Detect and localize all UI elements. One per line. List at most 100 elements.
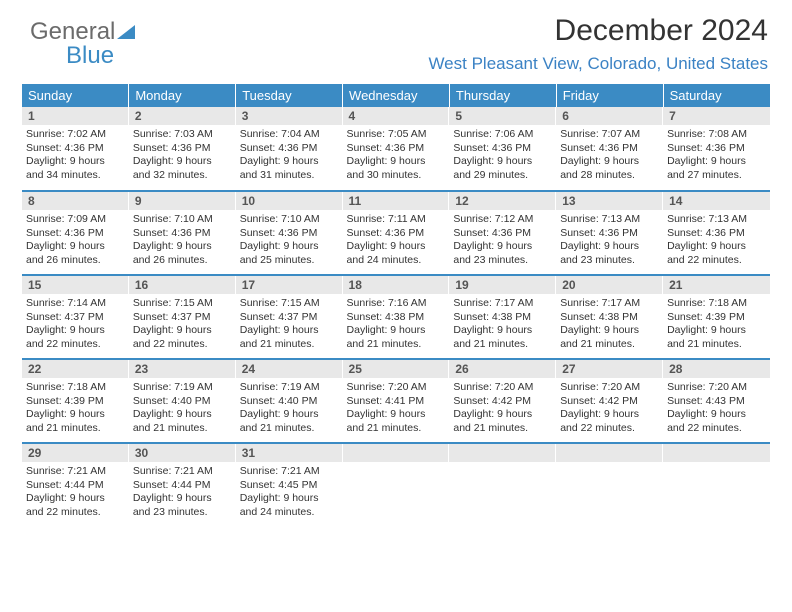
calendar-day-cell: 28Sunrise: 7:20 AMSunset: 4:43 PMDayligh…	[663, 359, 770, 443]
sunset-line: Sunset: 4:40 PM	[240, 395, 339, 409]
day-body: Sunrise: 7:15 AMSunset: 4:37 PMDaylight:…	[236, 294, 343, 358]
day-number	[343, 444, 450, 462]
sunset-line: Sunset: 4:36 PM	[133, 142, 232, 156]
sunset-line: Sunset: 4:36 PM	[453, 142, 552, 156]
weekday-header: Friday	[556, 84, 663, 107]
calendar-day-cell: 3Sunrise: 7:04 AMSunset: 4:36 PMDaylight…	[236, 107, 343, 191]
day-body: Sunrise: 7:20 AMSunset: 4:42 PMDaylight:…	[449, 378, 556, 442]
day-number: 22	[22, 360, 129, 378]
weekday-header-row: Sunday Monday Tuesday Wednesday Thursday…	[22, 84, 770, 107]
day-body	[449, 462, 556, 512]
sunrise-line: Sunrise: 7:18 AM	[667, 297, 766, 311]
calendar-day-cell: 23Sunrise: 7:19 AMSunset: 4:40 PMDayligh…	[129, 359, 236, 443]
day-body: Sunrise: 7:20 AMSunset: 4:43 PMDaylight:…	[663, 378, 770, 442]
day-number: 21	[663, 276, 770, 294]
calendar-day-cell: 11Sunrise: 7:11 AMSunset: 4:36 PMDayligh…	[343, 191, 450, 275]
day-number: 23	[129, 360, 236, 378]
logo-triangle-icon	[117, 20, 135, 44]
sunset-line: Sunset: 4:36 PM	[667, 227, 766, 241]
calendar-day-cell: 4Sunrise: 7:05 AMSunset: 4:36 PMDaylight…	[343, 107, 450, 191]
sunrise-line: Sunrise: 7:12 AM	[453, 213, 552, 227]
day-number: 24	[236, 360, 343, 378]
calendar-week-row: 1Sunrise: 7:02 AMSunset: 4:36 PMDaylight…	[22, 107, 770, 191]
daylight-line: Daylight: 9 hours and 30 minutes.	[347, 155, 446, 182]
day-body: Sunrise: 7:15 AMSunset: 4:37 PMDaylight:…	[129, 294, 236, 358]
day-body: Sunrise: 7:04 AMSunset: 4:36 PMDaylight:…	[236, 125, 343, 189]
daylight-line: Daylight: 9 hours and 25 minutes.	[240, 240, 339, 267]
sunrise-line: Sunrise: 7:15 AM	[133, 297, 232, 311]
daylight-line: Daylight: 9 hours and 21 minutes.	[347, 324, 446, 351]
daylight-line: Daylight: 9 hours and 21 minutes.	[560, 324, 659, 351]
daylight-line: Daylight: 9 hours and 21 minutes.	[133, 408, 232, 435]
sunset-line: Sunset: 4:36 PM	[347, 142, 446, 156]
day-number: 11	[343, 192, 450, 210]
daylight-line: Daylight: 9 hours and 21 minutes.	[453, 408, 552, 435]
day-body: Sunrise: 7:08 AMSunset: 4:36 PMDaylight:…	[663, 125, 770, 189]
daylight-line: Daylight: 9 hours and 26 minutes.	[133, 240, 232, 267]
day-number: 26	[449, 360, 556, 378]
logo-text-gray: General	[30, 18, 115, 45]
calendar-day-cell: 5Sunrise: 7:06 AMSunset: 4:36 PMDaylight…	[449, 107, 556, 191]
sunset-line: Sunset: 4:36 PM	[240, 142, 339, 156]
calendar-day-cell: 31Sunrise: 7:21 AMSunset: 4:45 PMDayligh…	[236, 443, 343, 527]
weekday-header: Wednesday	[343, 84, 450, 107]
sunrise-line: Sunrise: 7:20 AM	[560, 381, 659, 395]
day-body: Sunrise: 7:07 AMSunset: 4:36 PMDaylight:…	[556, 125, 663, 189]
day-body: Sunrise: 7:20 AMSunset: 4:41 PMDaylight:…	[343, 378, 450, 442]
daylight-line: Daylight: 9 hours and 28 minutes.	[560, 155, 659, 182]
sunrise-line: Sunrise: 7:20 AM	[347, 381, 446, 395]
calendar-day-cell	[343, 443, 450, 527]
sunset-line: Sunset: 4:36 PM	[560, 142, 659, 156]
sunrise-line: Sunrise: 7:11 AM	[347, 213, 446, 227]
sunset-line: Sunset: 4:36 PM	[347, 227, 446, 241]
sunset-line: Sunset: 4:36 PM	[667, 142, 766, 156]
sunrise-line: Sunrise: 7:02 AM	[26, 128, 125, 142]
day-body: Sunrise: 7:18 AMSunset: 4:39 PMDaylight:…	[22, 378, 129, 442]
sunset-line: Sunset: 4:39 PM	[26, 395, 125, 409]
sunset-line: Sunset: 4:37 PM	[240, 311, 339, 325]
day-body: Sunrise: 7:21 AMSunset: 4:44 PMDaylight:…	[129, 462, 236, 526]
calendar-day-cell: 17Sunrise: 7:15 AMSunset: 4:37 PMDayligh…	[236, 275, 343, 359]
sunset-line: Sunset: 4:37 PM	[26, 311, 125, 325]
day-number: 20	[556, 276, 663, 294]
daylight-line: Daylight: 9 hours and 34 minutes.	[26, 155, 125, 182]
day-number: 2	[129, 107, 236, 125]
calendar-day-cell: 2Sunrise: 7:03 AMSunset: 4:36 PMDaylight…	[129, 107, 236, 191]
sunset-line: Sunset: 4:44 PM	[133, 479, 232, 493]
day-body: Sunrise: 7:17 AMSunset: 4:38 PMDaylight:…	[556, 294, 663, 358]
day-body: Sunrise: 7:19 AMSunset: 4:40 PMDaylight:…	[236, 378, 343, 442]
day-number: 5	[449, 107, 556, 125]
day-number: 19	[449, 276, 556, 294]
calendar-week-row: 29Sunrise: 7:21 AMSunset: 4:44 PMDayligh…	[22, 443, 770, 527]
day-body: Sunrise: 7:02 AMSunset: 4:36 PMDaylight:…	[22, 125, 129, 189]
day-number	[663, 444, 770, 462]
daylight-line: Daylight: 9 hours and 22 minutes.	[133, 324, 232, 351]
daylight-line: Daylight: 9 hours and 21 minutes.	[667, 324, 766, 351]
daylight-line: Daylight: 9 hours and 22 minutes.	[667, 408, 766, 435]
calendar-day-cell: 22Sunrise: 7:18 AMSunset: 4:39 PMDayligh…	[22, 359, 129, 443]
day-number: 27	[556, 360, 663, 378]
daylight-line: Daylight: 9 hours and 21 minutes.	[347, 408, 446, 435]
day-number: 1	[22, 107, 129, 125]
calendar-day-cell: 19Sunrise: 7:17 AMSunset: 4:38 PMDayligh…	[449, 275, 556, 359]
day-body: Sunrise: 7:19 AMSunset: 4:40 PMDaylight:…	[129, 378, 236, 442]
day-body: Sunrise: 7:21 AMSunset: 4:44 PMDaylight:…	[22, 462, 129, 526]
calendar-day-cell: 24Sunrise: 7:19 AMSunset: 4:40 PMDayligh…	[236, 359, 343, 443]
sunrise-line: Sunrise: 7:21 AM	[26, 465, 125, 479]
sunrise-line: Sunrise: 7:16 AM	[347, 297, 446, 311]
sunset-line: Sunset: 4:45 PM	[240, 479, 339, 493]
sunrise-line: Sunrise: 7:13 AM	[667, 213, 766, 227]
day-body: Sunrise: 7:10 AMSunset: 4:36 PMDaylight:…	[129, 210, 236, 274]
logo-text-blue: Blue	[66, 42, 114, 69]
daylight-line: Daylight: 9 hours and 22 minutes.	[667, 240, 766, 267]
day-body	[663, 462, 770, 512]
day-body: Sunrise: 7:06 AMSunset: 4:36 PMDaylight:…	[449, 125, 556, 189]
day-number: 13	[556, 192, 663, 210]
sunset-line: Sunset: 4:36 PM	[26, 227, 125, 241]
calendar-week-row: 15Sunrise: 7:14 AMSunset: 4:37 PMDayligh…	[22, 275, 770, 359]
day-number: 8	[22, 192, 129, 210]
sunset-line: Sunset: 4:39 PM	[667, 311, 766, 325]
day-body: Sunrise: 7:05 AMSunset: 4:36 PMDaylight:…	[343, 125, 450, 189]
sunset-line: Sunset: 4:41 PM	[347, 395, 446, 409]
calendar-week-row: 8Sunrise: 7:09 AMSunset: 4:36 PMDaylight…	[22, 191, 770, 275]
